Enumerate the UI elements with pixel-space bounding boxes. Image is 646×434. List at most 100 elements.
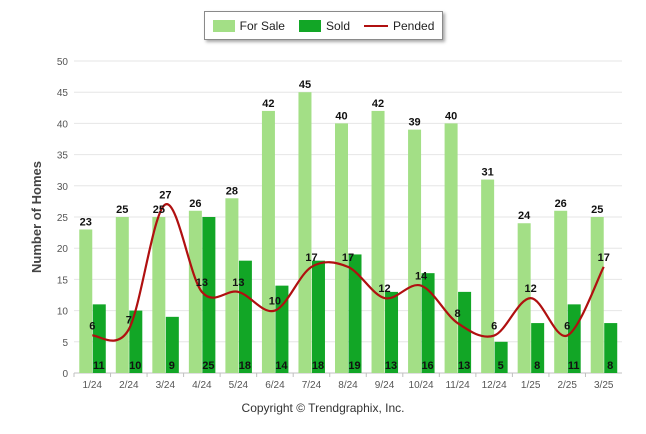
- bar-sold: [494, 341, 508, 373]
- data-label-pended: 12: [525, 283, 537, 295]
- bar-sold: [165, 316, 179, 373]
- bar-sold: [92, 304, 106, 373]
- data-label-pended: 13: [196, 277, 208, 289]
- data-label-for-sale: 40: [335, 110, 347, 122]
- bar-for-sale: [554, 210, 568, 373]
- bar-sold: [311, 260, 325, 373]
- data-label-for-sale: 40: [445, 110, 457, 122]
- data-label-sold: 11: [93, 360, 105, 372]
- data-label-pended: 6: [491, 321, 497, 333]
- legend-swatch-sold: [298, 19, 321, 32]
- bar-sold: [238, 260, 252, 373]
- data-label-sold: 18: [312, 360, 324, 372]
- data-label-sold: 8: [607, 360, 613, 372]
- data-label-for-sale: 31: [482, 167, 494, 179]
- data-label-pended: 17: [598, 252, 610, 264]
- data-label-sold: 13: [385, 360, 397, 372]
- x-tick-label: 1/25: [521, 380, 541, 391]
- x-tick-label: 11/24: [445, 380, 470, 391]
- x-tick-label: 9/24: [375, 380, 395, 391]
- data-label-for-sale: 26: [555, 198, 567, 210]
- bar-sold: [567, 304, 581, 373]
- x-tick-label: 3/24: [156, 380, 176, 391]
- y-tick-label: 5: [62, 338, 68, 349]
- data-label-sold: 25: [202, 360, 214, 372]
- data-label-pended: 6: [89, 321, 95, 333]
- x-tick-label: 6/24: [265, 380, 285, 391]
- y-tick-label: 15: [57, 275, 69, 286]
- data-label-pended: 13: [232, 277, 244, 289]
- data-label-for-sale: 23: [80, 216, 92, 228]
- legend-item-sold[interactable]: Sold: [298, 18, 350, 33]
- legend-swatch-for-sale: [212, 19, 235, 32]
- y-tick-label: 25: [57, 213, 69, 224]
- x-tick-label: 3/25: [594, 380, 614, 391]
- x-tick-label: 5/24: [229, 380, 249, 391]
- bar-for-sale: [225, 198, 239, 373]
- y-tick-label: 0: [62, 369, 68, 380]
- x-tick-label: 10/24: [409, 380, 434, 391]
- y-tick-label: 10: [57, 307, 69, 318]
- y-tick-label: 45: [57, 88, 69, 99]
- data-label-for-sale: 25: [116, 204, 128, 216]
- bar-for-sale: [298, 92, 312, 373]
- bar-sold: [348, 254, 362, 373]
- data-label-for-sale: 45: [299, 79, 311, 91]
- data-label-for-sale: 24: [518, 210, 531, 222]
- data-label-sold: 10: [129, 360, 141, 372]
- data-label-sold: 13: [458, 360, 470, 372]
- data-label-pended: 17: [305, 252, 317, 264]
- legend-swatch-pended: [364, 24, 388, 27]
- x-tick-label: 2/24: [119, 380, 139, 391]
- bar-sold: [421, 273, 435, 373]
- y-tick-label: 20: [57, 244, 69, 255]
- data-label-pended: 17: [342, 252, 354, 264]
- bar-for-sale: [152, 217, 166, 373]
- legend-item-for-sale[interactable]: For Sale: [212, 18, 285, 33]
- data-label-for-sale: 28: [226, 185, 238, 197]
- data-label-pended: 12: [378, 283, 390, 295]
- data-label-for-sale: 25: [591, 204, 603, 216]
- data-label-for-sale: 42: [262, 98, 274, 110]
- bar-for-sale: [408, 129, 422, 373]
- data-label-sold: 19: [348, 360, 360, 372]
- data-label-pended: 8: [455, 308, 461, 320]
- legend-label-pended: Pended: [393, 18, 435, 33]
- bar-for-sale: [188, 210, 202, 373]
- x-tick-label: 8/24: [338, 380, 358, 391]
- legend-label-for-sale: For Sale: [239, 18, 285, 33]
- data-label-for-sale: 25: [153, 204, 165, 216]
- bar-for-sale: [335, 123, 348, 374]
- legend: For Sale Sold Pended: [204, 11, 443, 40]
- bar-sold: [129, 310, 143, 373]
- data-label-pended: 6: [564, 321, 570, 333]
- x-tick-label: 2/25: [557, 380, 577, 391]
- y-tick-label: 35: [57, 151, 69, 162]
- bar-sold: [202, 217, 216, 373]
- x-tick-label: 1/24: [83, 380, 103, 391]
- data-label-sold: 8: [534, 360, 540, 372]
- data-label-pended: 14: [415, 271, 428, 283]
- data-label-for-sale: 42: [372, 98, 384, 110]
- bar-sold: [604, 323, 618, 373]
- y-tick-label: 30: [57, 182, 69, 193]
- data-label-pended: 7: [126, 314, 132, 326]
- legend-item-pended[interactable]: Pended: [364, 19, 434, 33]
- copyright-footer: Copyright © Trendgraphix, Inc.: [241, 401, 405, 415]
- y-tick-label: 50: [57, 57, 69, 68]
- bar-sold: [385, 291, 399, 373]
- data-label-sold: 16: [421, 360, 433, 372]
- bar-for-sale: [444, 123, 458, 374]
- series-line-pended: [92, 203, 605, 342]
- bar-for-sale: [261, 110, 275, 374]
- bar-for-sale: [79, 229, 93, 373]
- x-tick-label: 7/24: [302, 380, 322, 391]
- legend-label-sold: Sold: [325, 18, 350, 33]
- x-tick-label: 4/24: [192, 380, 212, 391]
- x-tick-label: 12/24: [482, 380, 507, 391]
- data-label-pended: 27: [159, 190, 171, 202]
- data-label-sold: 5: [498, 360, 504, 372]
- bar-for-sale: [371, 110, 385, 374]
- data-label-for-sale: 39: [408, 117, 420, 129]
